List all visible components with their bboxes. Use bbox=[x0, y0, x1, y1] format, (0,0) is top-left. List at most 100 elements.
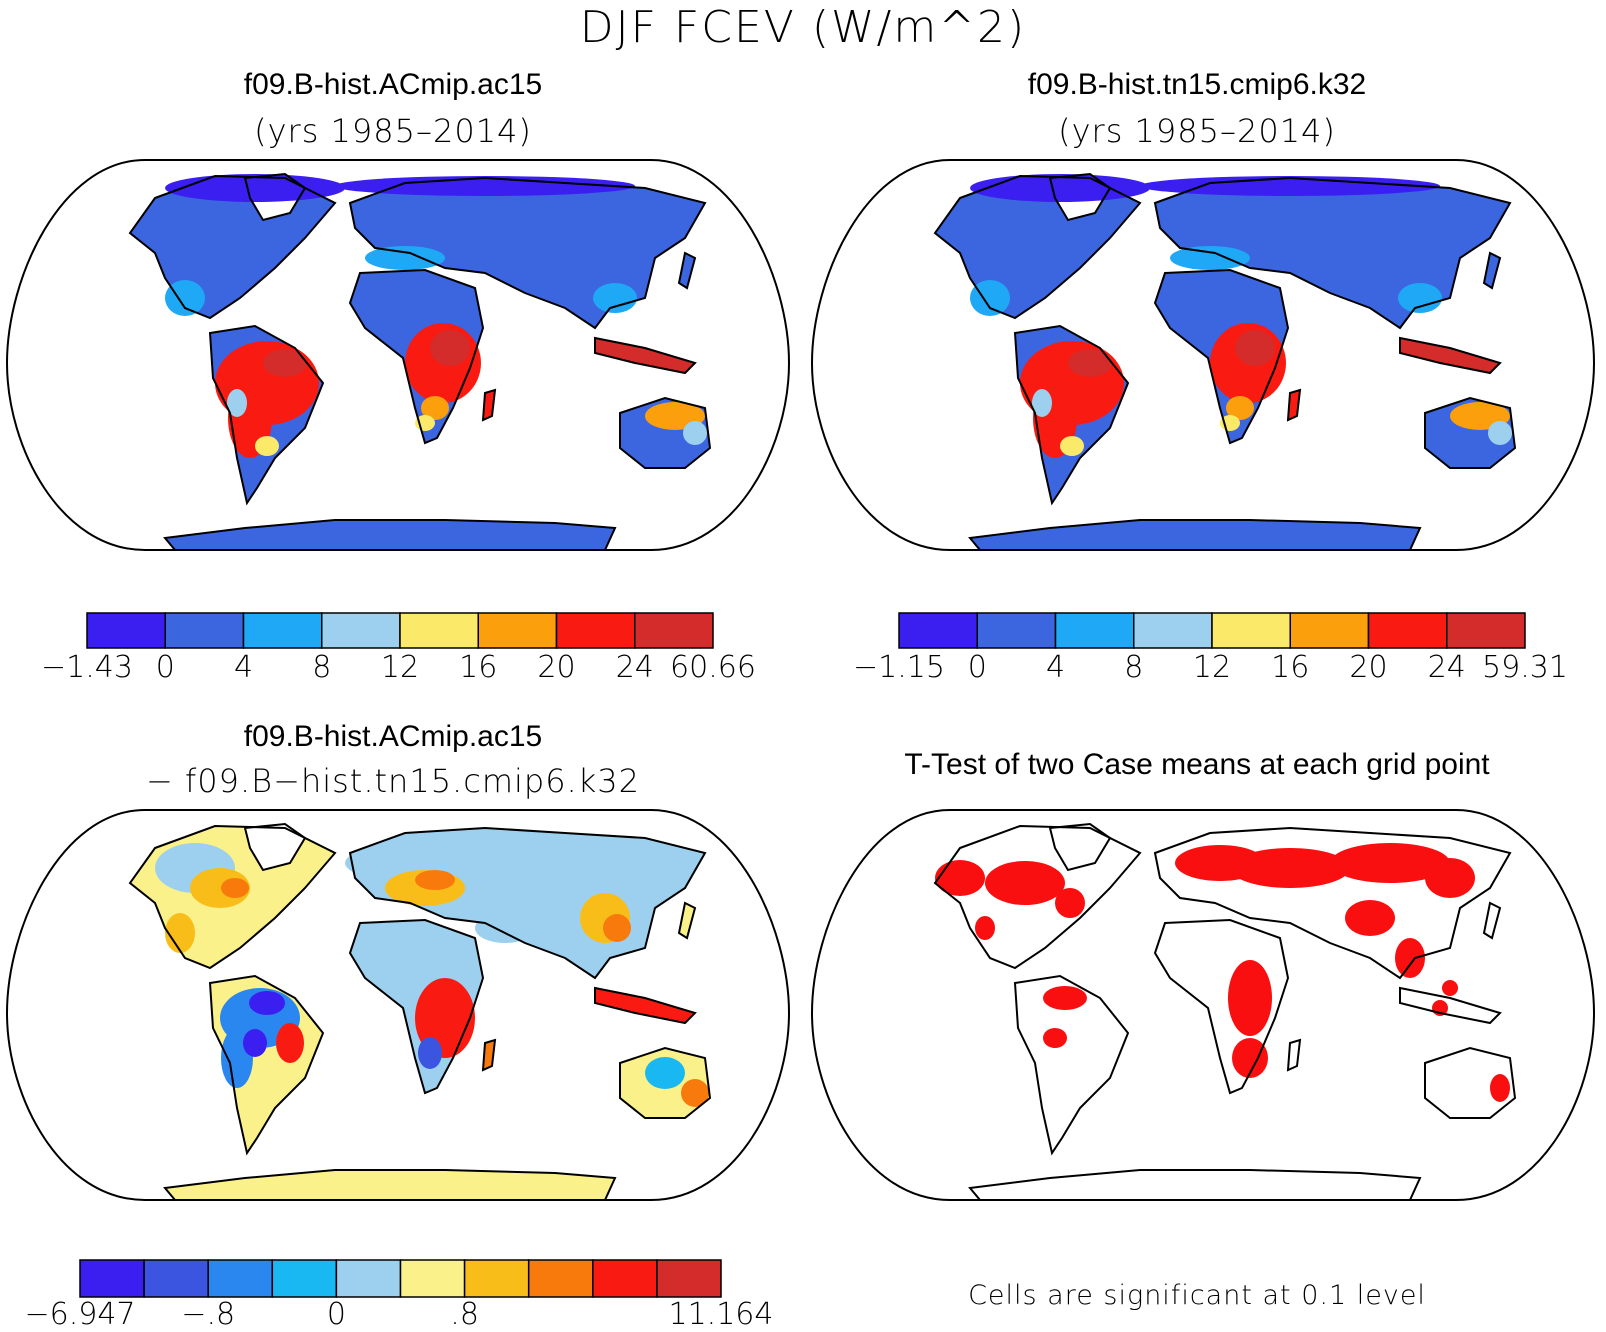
panel-3-colorbar-tick-label: −6.947 bbox=[24, 1297, 136, 1332]
field-patch bbox=[1055, 888, 1085, 918]
coastline-australia bbox=[1424, 1046, 1517, 1119]
panel-2-colorbar-swatch bbox=[1367, 612, 1448, 649]
panel-4-title: T-Test of two Case means at each grid po… bbox=[904, 748, 1490, 781]
panel-2-colorbar-swatch bbox=[1211, 612, 1291, 649]
land-sa bbox=[1015, 976, 1128, 1153]
field-patch bbox=[1442, 980, 1458, 996]
field-patch bbox=[681, 1079, 709, 1107]
coastline-madagascar bbox=[1286, 388, 1302, 422]
field-patch bbox=[1488, 421, 1512, 445]
land-indonesia bbox=[595, 988, 695, 1023]
panel-3-colorbar-swatch bbox=[463, 1259, 530, 1298]
land-antarctica bbox=[165, 1170, 615, 1200]
panel-3-colorbar-swatch bbox=[79, 1259, 145, 1298]
land-indonesia bbox=[1400, 338, 1500, 373]
panel-2-subtitle: (yrs 1985–2014) bbox=[1058, 112, 1336, 150]
panel-1-colorbar-tick-label: 12 bbox=[380, 650, 420, 685]
field-patch bbox=[645, 1057, 685, 1089]
panel-3-colorbar-swatch bbox=[527, 1259, 594, 1298]
panel-2-colorbar-tick-label: 8 bbox=[1124, 650, 1144, 685]
field-patch bbox=[475, 913, 535, 943]
panel-2-colorbar-tick-label: −1.15 bbox=[853, 650, 945, 685]
coastline-madagascar bbox=[1286, 1038, 1302, 1072]
map-border bbox=[810, 809, 1596, 1201]
field-patch bbox=[415, 870, 455, 890]
panel-2-colorbar-swatch bbox=[898, 612, 978, 649]
coastline-africa bbox=[1153, 918, 1290, 1095]
panel-1-colorbar bbox=[86, 612, 714, 649]
field-patch bbox=[970, 174, 1150, 202]
field-patch bbox=[165, 913, 195, 953]
field-patch bbox=[985, 861, 1065, 905]
panel-2-map bbox=[810, 159, 1596, 551]
coastline-antarctica bbox=[968, 519, 1422, 550]
panel-1-colorbar-tick-label: 60.66 bbox=[670, 650, 756, 685]
field-patch bbox=[243, 1029, 267, 1057]
panel-1-title: f09.B-hist.ACmip.ac15 bbox=[243, 68, 543, 101]
coastline-indonesia bbox=[594, 336, 697, 375]
panel-3-colorbar-swatch bbox=[207, 1259, 274, 1298]
panel-1-colorbar-swatch bbox=[86, 612, 166, 649]
coastline-greenland bbox=[243, 172, 307, 222]
field-patch bbox=[970, 280, 1010, 316]
coastline-madagascar bbox=[481, 1038, 497, 1072]
panel-2-colorbar-tick-label: 16 bbox=[1271, 650, 1310, 685]
field-patch bbox=[935, 860, 985, 896]
field-patch bbox=[1032, 389, 1052, 417]
panel-4-map bbox=[810, 809, 1596, 1201]
panel-1-colorbar-swatch bbox=[321, 612, 401, 649]
field-patch bbox=[1425, 858, 1475, 898]
panel-2-colorbar-tick-label: 0 bbox=[967, 650, 987, 685]
field-patch bbox=[418, 1037, 442, 1069]
panel-3-colorbar-swatch bbox=[399, 1259, 466, 1298]
coastline-na bbox=[933, 824, 1142, 970]
field-patch bbox=[421, 396, 449, 420]
panel-2-colorbar-swatch bbox=[1446, 612, 1526, 649]
coastline-sa bbox=[1013, 974, 1130, 1156]
coastline-na bbox=[933, 174, 1142, 320]
coastline-australia bbox=[619, 396, 712, 469]
field-patch bbox=[603, 914, 631, 942]
field-patch bbox=[249, 991, 285, 1015]
coastline-indonesia bbox=[594, 986, 697, 1025]
field-patch bbox=[276, 1023, 304, 1063]
field-patch bbox=[255, 436, 279, 456]
field-patch bbox=[1140, 176, 1440, 196]
field-patch bbox=[495, 841, 635, 865]
field-patch bbox=[227, 389, 247, 417]
panel-2-colorbar-tick-label: 12 bbox=[1192, 650, 1232, 685]
coastline-japan bbox=[1482, 901, 1502, 940]
field-patch bbox=[165, 280, 205, 316]
field-patch bbox=[263, 349, 307, 377]
field-patch bbox=[683, 421, 707, 445]
panel-1-colorbar-swatch bbox=[399, 612, 479, 649]
coastline-sa bbox=[208, 324, 325, 506]
field-patch bbox=[1226, 396, 1254, 420]
map-border bbox=[5, 159, 791, 551]
field-patch bbox=[1345, 900, 1395, 936]
land-antarctica bbox=[970, 1170, 1420, 1200]
coastline-africa bbox=[348, 918, 485, 1095]
panel-1-colorbar-swatch bbox=[555, 612, 636, 649]
field-patch bbox=[1060, 436, 1084, 456]
field-patch bbox=[1490, 1074, 1510, 1102]
coastline-na bbox=[128, 174, 337, 320]
coastline-indonesia bbox=[1399, 336, 1502, 375]
figure-title: DJF FCEV (W/m^2) bbox=[579, 2, 1027, 53]
panel-3-colorbar-tick-label: −.8 bbox=[181, 1297, 236, 1332]
land-australia bbox=[1425, 1048, 1515, 1118]
field-patch bbox=[165, 174, 345, 202]
coastline-japan bbox=[1482, 251, 1502, 290]
panel-1-map bbox=[5, 159, 791, 551]
field-patch bbox=[1232, 1038, 1268, 1078]
panel-2-colorbar-tick-label: 59.31 bbox=[1482, 650, 1568, 685]
coastline-antarctica bbox=[968, 1169, 1422, 1200]
field-patch bbox=[1228, 960, 1272, 1036]
panel-4-footnote: Cells are significant at 0.1 level bbox=[968, 1280, 1426, 1311]
panel-3-colorbar-tick-label: 11.164 bbox=[668, 1297, 774, 1332]
panel-1-colorbar-swatch bbox=[164, 612, 245, 649]
panel-2-colorbar-swatch bbox=[1133, 612, 1213, 649]
panel-1-colorbar-tick-label: 24 bbox=[615, 650, 654, 685]
panel-3-map bbox=[5, 809, 791, 1201]
panel-3-colorbar-swatch bbox=[271, 1259, 338, 1298]
